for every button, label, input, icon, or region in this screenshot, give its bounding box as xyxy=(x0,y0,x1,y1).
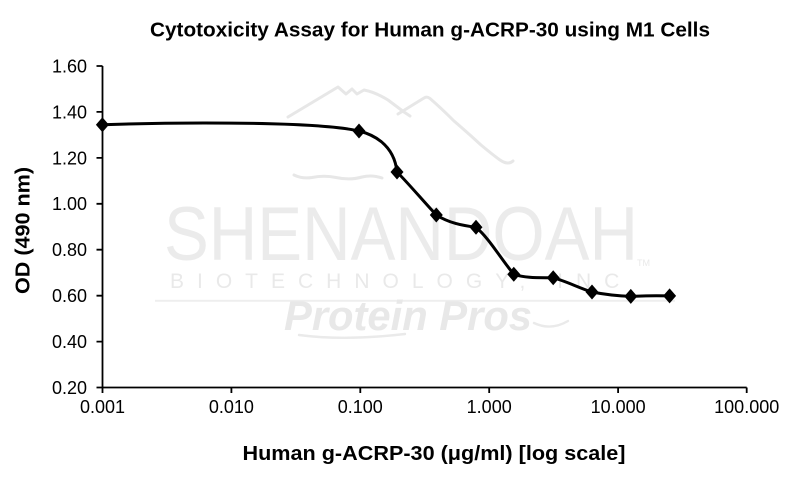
svg-text:0.20: 0.20 xyxy=(52,378,87,398)
svg-text:10.000: 10.000 xyxy=(591,397,646,417)
svg-text:OD (490 nm): OD (490 nm) xyxy=(12,167,34,294)
svg-text:Cytotoxicity Assay for Human g: Cytotoxicity Assay for Human g-ACRP-30 u… xyxy=(150,20,710,42)
svg-text:1.40: 1.40 xyxy=(52,102,87,122)
svg-text:0.001: 0.001 xyxy=(80,397,125,417)
svg-text:0.100: 0.100 xyxy=(338,397,383,417)
svg-text:SHENANDOAH: SHENANDOAH xyxy=(164,192,638,277)
svg-text:1.00: 1.00 xyxy=(52,194,87,214)
svg-text:1.20: 1.20 xyxy=(52,148,87,168)
svg-text:BIOTECHNOLOGY, INC: BIOTECHNOLOGY, INC xyxy=(170,270,632,293)
svg-text:Protein Pros: Protein Pros xyxy=(284,292,532,339)
svg-text:0.60: 0.60 xyxy=(52,286,87,306)
svg-text:100.000: 100.000 xyxy=(714,397,779,417)
svg-text:0.80: 0.80 xyxy=(52,240,87,260)
svg-text:0.40: 0.40 xyxy=(52,332,87,352)
svg-text:0.010: 0.010 xyxy=(209,397,254,417)
svg-text:TM: TM xyxy=(637,258,650,268)
svg-text:1.60: 1.60 xyxy=(52,56,87,76)
svg-text:1.000: 1.000 xyxy=(467,397,512,417)
svg-text:Human g-ACRP-30 (μg/ml) [log s: Human g-ACRP-30 (μg/ml) [log scale] xyxy=(243,443,626,465)
